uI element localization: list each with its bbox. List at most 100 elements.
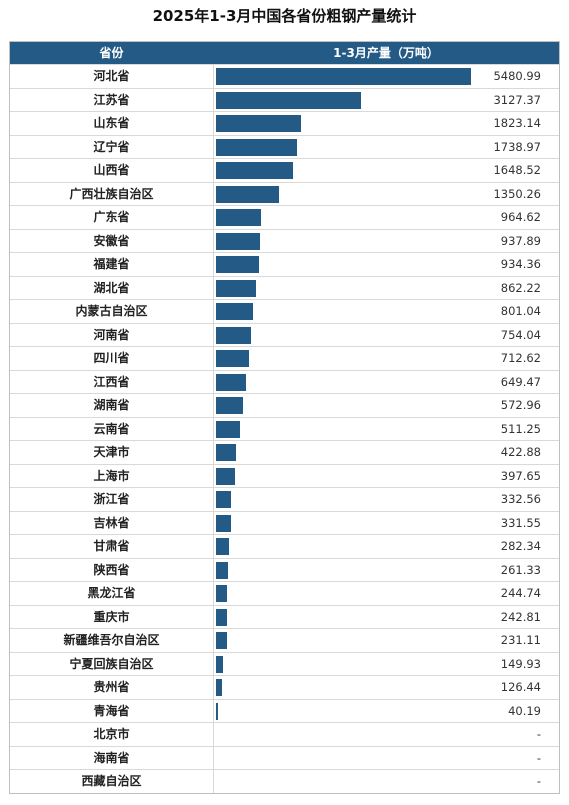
value-label: 754.04 — [500, 327, 541, 342]
table-row: 湖北省 862.22 — [10, 275, 559, 300]
table-row: 黑龙江省 244.74 — [10, 581, 559, 605]
value-label: - — [536, 727, 541, 741]
table-row: 浙江省 332.56 — [10, 487, 559, 511]
data-table: 省份 1-3月产量（万吨） 河北省 5480.99 江苏省 3127.37 山东省 182… — [9, 41, 560, 794]
bar-cell: 422.88 — [214, 441, 559, 464]
province-label: 新疆维吾尔自治区 — [10, 629, 214, 652]
value-label: 712.62 — [500, 351, 541, 365]
province-label: 贵州省 — [10, 676, 214, 699]
bar-cell: 397.65 — [214, 465, 559, 488]
table-row: 天津市 422.88 — [10, 440, 559, 464]
bar-cell: 649.47 — [214, 371, 559, 394]
province-label: 内蒙古自治区 — [10, 300, 214, 323]
province-label: 河北省 — [10, 65, 214, 88]
value-label: 3127.37 — [493, 92, 541, 107]
bar — [216, 68, 471, 85]
bar — [216, 491, 232, 508]
province-label: 广东省 — [10, 206, 214, 229]
bar-cell: 242.81 — [214, 606, 559, 629]
value-label: 1738.97 — [493, 139, 541, 154]
value-label: 149.93 — [500, 656, 541, 671]
bar — [216, 585, 228, 602]
value-label: 862.22 — [500, 280, 541, 295]
province-label: 上海市 — [10, 464, 214, 487]
bar — [216, 655, 223, 673]
bar — [216, 632, 227, 649]
table-row: 江西省 649.47 — [10, 369, 559, 394]
value-label: 261.33 — [500, 562, 541, 577]
bar-cell: 801.04 — [214, 300, 559, 323]
province-label: 北京市 — [10, 723, 214, 746]
chart-title: 2025年1-3月中国各省份粗钢产量统计 — [152, 7, 417, 25]
bar-cell: 1648.52 — [214, 159, 559, 182]
bar-cell: 126.44 — [214, 676, 559, 699]
value-label: 649.47 — [500, 374, 541, 389]
province-label: 安徽省 — [10, 229, 214, 252]
value-label: 5480.99 — [493, 69, 541, 83]
table-row: 内蒙古自治区 801.04 — [10, 299, 559, 323]
value-label: 332.56 — [500, 492, 541, 506]
table-row: 西藏自治区 - — [10, 769, 559, 793]
bar — [216, 162, 293, 179]
bar — [216, 91, 362, 109]
bar-cell: 331.55 — [214, 512, 559, 535]
bar — [216, 608, 228, 626]
bar-cell: 937.89 — [214, 230, 559, 253]
bar — [216, 679, 222, 696]
value-label: 937.89 — [500, 233, 541, 248]
bar-cell: 1823.14 — [214, 112, 559, 135]
province-label: 湖北省 — [10, 276, 214, 299]
province-label: 重庆市 — [10, 605, 214, 628]
table-header: 省份 1-3月产量（万吨） — [10, 42, 559, 64]
value-label: - — [536, 774, 541, 788]
value-label: 282.34 — [500, 539, 541, 553]
bar-cell: - — [214, 770, 559, 793]
table-body: 河北省 5480.99 江苏省 3127.37 山东省 1823.14 辽宁省 1738.97… — [10, 64, 559, 793]
table-row: 青海省 40.19 — [10, 698, 559, 722]
bar-cell: 1350.26 — [214, 183, 559, 206]
bar-cell: 572.96 — [214, 394, 559, 417]
province-label: 宁夏回族自治区 — [10, 652, 214, 675]
bar-cell: 862.22 — [214, 277, 559, 300]
table-row: 贵州省 126.44 — [10, 675, 559, 699]
header-value: 1-3月产量（万吨） — [333, 46, 439, 60]
bar — [216, 397, 243, 414]
province-label: 浙江省 — [10, 488, 214, 511]
bar — [216, 350, 250, 367]
table-row: 福建省 934.36 — [10, 252, 559, 276]
value-label: 1823.14 — [493, 116, 541, 130]
bar — [216, 209, 261, 226]
value-label: 231.11 — [500, 633, 541, 647]
table-row: 辽宁省 1738.97 — [10, 134, 559, 158]
province-label: 山西省 — [10, 159, 214, 182]
province-label: 江苏省 — [10, 88, 214, 111]
value-label: 572.96 — [500, 398, 541, 412]
province-label: 陕西省 — [10, 558, 214, 581]
value-label: 40.19 — [508, 703, 541, 718]
table-row: 上海市 397.65 — [10, 463, 559, 488]
bar — [216, 561, 229, 579]
province-label: 福建省 — [10, 253, 214, 276]
bar — [216, 115, 301, 132]
table-row: 四川省 712.62 — [10, 346, 559, 370]
table-row: 河南省 754.04 — [10, 322, 559, 346]
bar — [216, 467, 235, 485]
bar — [216, 702, 218, 720]
value-label: 964.62 — [500, 210, 541, 224]
province-label: 湖南省 — [10, 394, 214, 417]
province-label: 江西省 — [10, 370, 214, 393]
table-row: 陕西省 261.33 — [10, 557, 559, 581]
province-label: 黑龙江省 — [10, 582, 214, 605]
table-row: 山东省 1823.14 — [10, 111, 559, 135]
table-row: 广西壮族自治区 1350.26 — [10, 181, 559, 206]
province-label: 云南省 — [10, 417, 214, 440]
province-label: 河南省 — [10, 323, 214, 346]
bar — [216, 514, 232, 532]
bar-cell: - — [214, 747, 559, 770]
bar — [216, 303, 254, 320]
province-label: 广西壮族自治区 — [10, 182, 214, 205]
table-row: 山西省 1648.52 — [10, 158, 559, 182]
header-category: 省份 — [99, 46, 124, 60]
bar-cell: 5480.99 — [214, 65, 559, 88]
province-label: 海南省 — [10, 746, 214, 769]
